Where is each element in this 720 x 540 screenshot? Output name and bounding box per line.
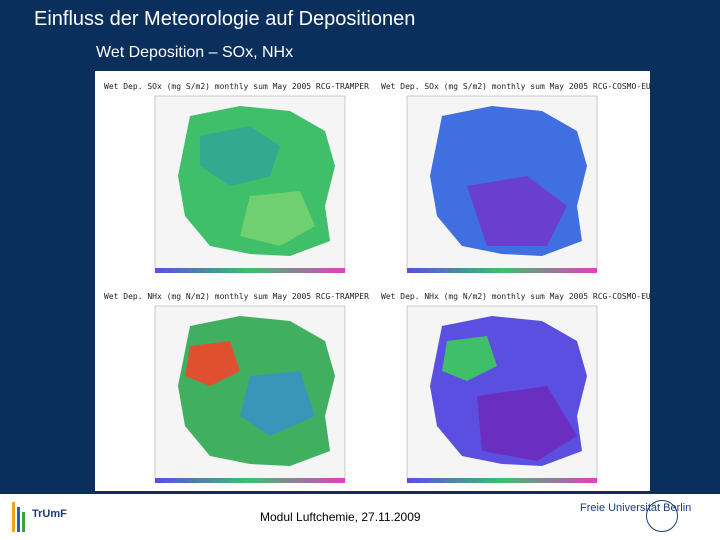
trumf-logo-text: TrUmF — [32, 508, 67, 520]
map-sox-tramper: Wet Dep. SOx (mg S/m2) monthly sum May 2… — [100, 76, 370, 284]
map-title: Wet Dep. SOx (mg S/m2) monthly sum May 2… — [104, 82, 369, 91]
footer-text: Modul Luftchemie, 27.11.2009 — [260, 510, 421, 524]
trumf-logo: TrUmF — [10, 500, 68, 532]
map-title: Wet Dep. SOx (mg S/m2) monthly sum May 2… — [381, 82, 650, 91]
map-title: Wet Dep. NHx (mg N/m2) monthly sum May 2… — [104, 292, 369, 301]
map-title: Wet Dep. NHx (mg N/m2) monthly sum May 2… — [381, 292, 650, 301]
slide-title: Einfluss der Meteorologie auf Deposition… — [34, 8, 416, 30]
map-nhx-cosmo: Wet Dep. NHx (mg N/m2) monthly sum May 2… — [377, 286, 650, 491]
map-sox-cosmo: Wet Dep. SOx (mg S/m2) monthly sum May 2… — [377, 76, 650, 284]
fu-seal-icon — [646, 500, 678, 532]
map-graphic — [154, 95, 346, 273]
map-nhx-tramper: Wet Dep. NHx (mg N/m2) monthly sum May 2… — [100, 286, 370, 491]
footer: TrUmF Modul Luftchemie, 27.11.2009 Freie… — [0, 494, 720, 540]
map-graphic — [406, 305, 598, 483]
maps-panel: Wet Dep. SOx (mg S/m2) monthly sum May 2… — [95, 71, 650, 491]
slide-subtitle: Wet Deposition – SOx, NHx — [96, 44, 294, 61]
map-graphic — [154, 305, 346, 483]
map-graphic — [406, 95, 598, 273]
